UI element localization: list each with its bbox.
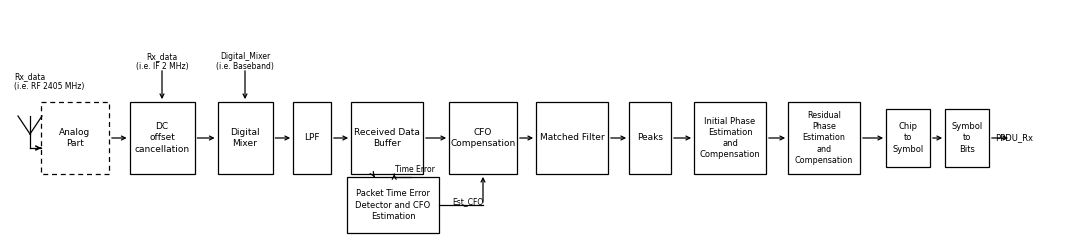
Text: Digital_Mixer
(i.e. Baseband): Digital_Mixer (i.e. Baseband): [216, 52, 274, 71]
Bar: [41, 102, 108, 174]
Text: Rx_data
(i.e. IF 2 MHz): Rx_data (i.e. IF 2 MHz): [135, 52, 188, 71]
Bar: [218, 102, 273, 174]
Bar: [536, 102, 608, 174]
Text: Analog
Part: Analog Part: [59, 128, 90, 148]
Text: Initial Phase
Estimation
and
Compensation: Initial Phase Estimation and Compensatio…: [699, 117, 760, 159]
Text: Digital
Mixer: Digital Mixer: [230, 128, 260, 148]
Text: Matched Filter: Matched Filter: [540, 134, 605, 142]
Text: Residual
Phase
Estimation
and
Compensation: Residual Phase Estimation and Compensati…: [795, 111, 853, 165]
Text: Packet Time Error
Detector and CFO
Estimation: Packet Time Error Detector and CFO Estim…: [355, 189, 431, 221]
Bar: [886, 109, 930, 167]
Bar: [629, 102, 671, 174]
Text: Time Error: Time Error: [395, 165, 435, 174]
Text: DC
offset
cancellation: DC offset cancellation: [134, 123, 190, 154]
Text: Est_CFO: Est_CFO: [452, 197, 483, 206]
Bar: [788, 102, 860, 174]
Text: Chip
to
Symbol: Chip to Symbol: [892, 123, 924, 154]
Bar: [347, 177, 439, 233]
Text: PPDU_Rx: PPDU_Rx: [995, 134, 1033, 142]
Bar: [945, 109, 989, 167]
Bar: [449, 102, 517, 174]
Text: Symbol
to
Bits: Symbol to Bits: [952, 123, 983, 154]
Bar: [293, 102, 331, 174]
Text: LPF: LPF: [304, 134, 320, 142]
Bar: [351, 102, 423, 174]
Text: Rx_data
(i.e. RF 2405 MHz): Rx_data (i.e. RF 2405 MHz): [14, 72, 85, 92]
Bar: [694, 102, 766, 174]
Text: Received Data
Buffer: Received Data Buffer: [354, 128, 420, 148]
Bar: [130, 102, 194, 174]
Text: CFO
Compensation: CFO Compensation: [450, 128, 516, 148]
Text: Peaks: Peaks: [637, 134, 663, 142]
